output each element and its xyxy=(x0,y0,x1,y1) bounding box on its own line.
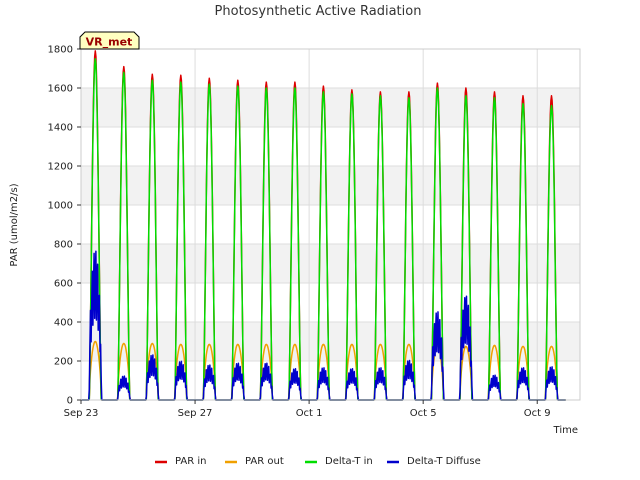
y-tick-label: 0 xyxy=(67,396,73,407)
legend-label-par-out: PAR out xyxy=(245,456,284,467)
y-axis-label: PAR (umol/m2/s) xyxy=(9,183,20,266)
y-tick-label: 1400 xyxy=(48,123,73,134)
legend-label-par-in: PAR in xyxy=(175,456,206,467)
legend-label-delta-t-in: Delta-T in xyxy=(325,456,373,467)
x-tick-label: Oct 5 xyxy=(410,408,437,419)
plot-frame xyxy=(80,48,581,401)
plot-band xyxy=(81,88,580,127)
y-tick-label: 600 xyxy=(54,279,73,290)
station-badge: VR_met xyxy=(79,31,140,50)
chart-title: Photosynthetic Active Radiation xyxy=(215,4,422,19)
x-tick-label: Sep 27 xyxy=(178,408,213,419)
y-tick-label: 800 xyxy=(54,240,73,251)
station-badge-label: VR_met xyxy=(86,36,133,49)
y-tick-label: 400 xyxy=(54,318,73,329)
legend-label-delta-t-diffuse: Delta-T Diffuse xyxy=(407,456,481,467)
legend: PAR in PAR out Delta-T in Delta-T Diffuse xyxy=(155,456,481,467)
x-tick-label: Sep 23 xyxy=(64,408,99,419)
x-axis-label: Time xyxy=(553,425,578,436)
station-badge-box xyxy=(79,31,140,50)
x-tick-label: Oct 1 xyxy=(296,408,323,419)
plot-band xyxy=(81,244,580,283)
y-tick-label: 1800 xyxy=(48,45,73,56)
y-tick-label: 200 xyxy=(54,357,73,368)
y-tick-label: 1600 xyxy=(48,84,73,95)
y-tick-label: 1200 xyxy=(48,162,73,173)
x-axis-ticks: Sep 23 Sep 27 Oct 1 Oct 5 Oct 9 xyxy=(64,400,551,419)
y-axis-ticks: 0 200 400 600 800 1000 1200 1400 1600 1800 xyxy=(48,45,81,407)
y-tick-label: 1000 xyxy=(48,201,73,212)
x-tick-label: Oct 9 xyxy=(524,408,551,419)
